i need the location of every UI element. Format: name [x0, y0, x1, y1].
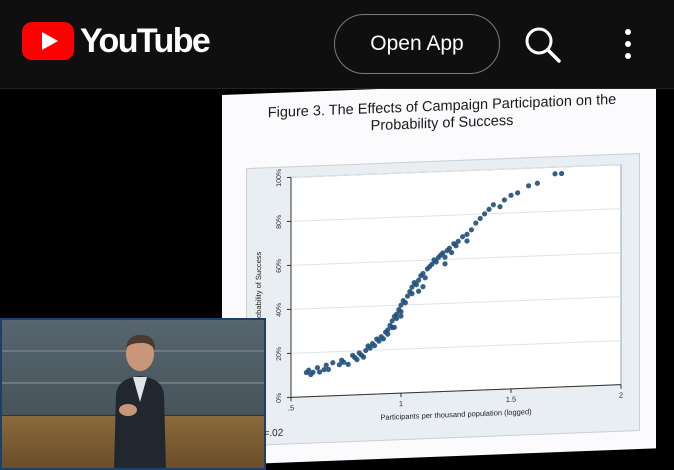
y-tick-label: 80% [276, 215, 283, 229]
data-point [490, 202, 496, 208]
data-point [429, 261, 435, 267]
data-point [497, 204, 503, 210]
data-point [460, 234, 466, 240]
y-axis-label: Probability of Success [254, 251, 263, 325]
data-point [321, 367, 327, 373]
data-point [345, 361, 351, 367]
data-point [405, 293, 411, 299]
data-point [416, 277, 422, 283]
scatter-chart: 0% 20% 40% 60% 80% 100% .5 1 1.5 2 Participants pe… [254, 164, 623, 422]
data-point [363, 347, 369, 354]
data-point [482, 211, 488, 217]
youtube-logo[interactable]: YouTube [22, 22, 211, 60]
open-app-button[interactable]: Open App [334, 14, 500, 74]
data-point [336, 362, 343, 368]
x-axis-label: Participants per thousand population (lo… [380, 407, 532, 422]
x-tick-label: 2 [619, 391, 623, 400]
y-tick-label: 60% [276, 259, 283, 273]
data-point [354, 357, 360, 363]
data-point [446, 245, 452, 251]
data-point [455, 238, 461, 244]
data-point [372, 343, 378, 349]
data-point [361, 354, 367, 360]
data-point [310, 369, 316, 375]
data-point [501, 197, 507, 203]
data-point [552, 171, 558, 177]
speaker-video-inset [0, 318, 266, 470]
x-tick-label: 1 [399, 399, 403, 408]
slide-title: Figure 3. The Effects of Campaign Partic… [242, 91, 642, 140]
data-point [391, 324, 397, 330]
data-point [385, 327, 391, 333]
data-point [433, 259, 439, 265]
data-point [394, 315, 400, 322]
more-vertical-icon[interactable] [618, 26, 638, 62]
data-point [385, 331, 391, 337]
data-point [534, 180, 540, 186]
data-point [416, 288, 422, 294]
data-point [515, 190, 521, 196]
data-point [464, 231, 470, 237]
brand-name: YouTube [80, 22, 211, 60]
x-axis-line [291, 384, 621, 398]
x-tick-label: 1.5 [506, 395, 516, 404]
x-tick-label: .5 [288, 403, 294, 412]
data-point [389, 318, 395, 324]
y-gridline [291, 208, 621, 222]
search-icon[interactable] [522, 24, 562, 64]
y-tick-label: 40% [276, 303, 283, 317]
y-tick-label: 0% [276, 393, 283, 403]
data-point [420, 270, 426, 277]
data-point [409, 291, 415, 297]
data-point [486, 206, 492, 212]
data-point [409, 284, 415, 290]
data-point [341, 359, 347, 365]
data-point [526, 183, 532, 189]
data-point [477, 215, 483, 222]
data-point [508, 192, 514, 198]
y-gridline [291, 340, 621, 354]
data-point [559, 170, 565, 177]
data-point [325, 366, 332, 373]
data-point [398, 309, 404, 315]
data-point [449, 249, 455, 256]
data-point [323, 362, 329, 368]
data-point [314, 365, 321, 371]
data-point [380, 336, 386, 342]
data-point [468, 227, 474, 233]
data-point [317, 369, 323, 375]
y-gridline [291, 296, 621, 310]
speaker-figure [114, 334, 166, 468]
data-point [367, 345, 373, 351]
data-point [413, 282, 419, 288]
y-gridline [291, 164, 621, 178]
video-player[interactable]: Figure 3. The Effects of Campaign Partic… [0, 89, 674, 470]
data-point [442, 261, 448, 267]
data-point [464, 238, 470, 244]
presentation-slide: Figure 3. The Effects of Campaign Partic… [222, 89, 656, 466]
data-point [376, 338, 382, 344]
data-point [394, 311, 400, 317]
data-point [442, 254, 448, 260]
data-point [473, 220, 479, 226]
plot-area: 0% 20% 40% 60% 80% 100% .5 1 1.5 2 Participants pe… [246, 152, 640, 447]
data-point [453, 243, 459, 249]
data-point [420, 284, 426, 290]
data-point [330, 360, 336, 366]
data-point [440, 250, 446, 256]
y-gridline [291, 252, 621, 266]
data-point [402, 300, 408, 306]
data-point [422, 275, 428, 281]
y-tick-label: 20% [276, 347, 283, 361]
y-tick-label: 100% [276, 169, 283, 187]
data-point [306, 367, 312, 373]
youtube-play-icon [22, 22, 74, 60]
data-point [398, 302, 404, 308]
data-point [398, 313, 404, 319]
youtube-header: YouTube Open App [0, 0, 674, 89]
